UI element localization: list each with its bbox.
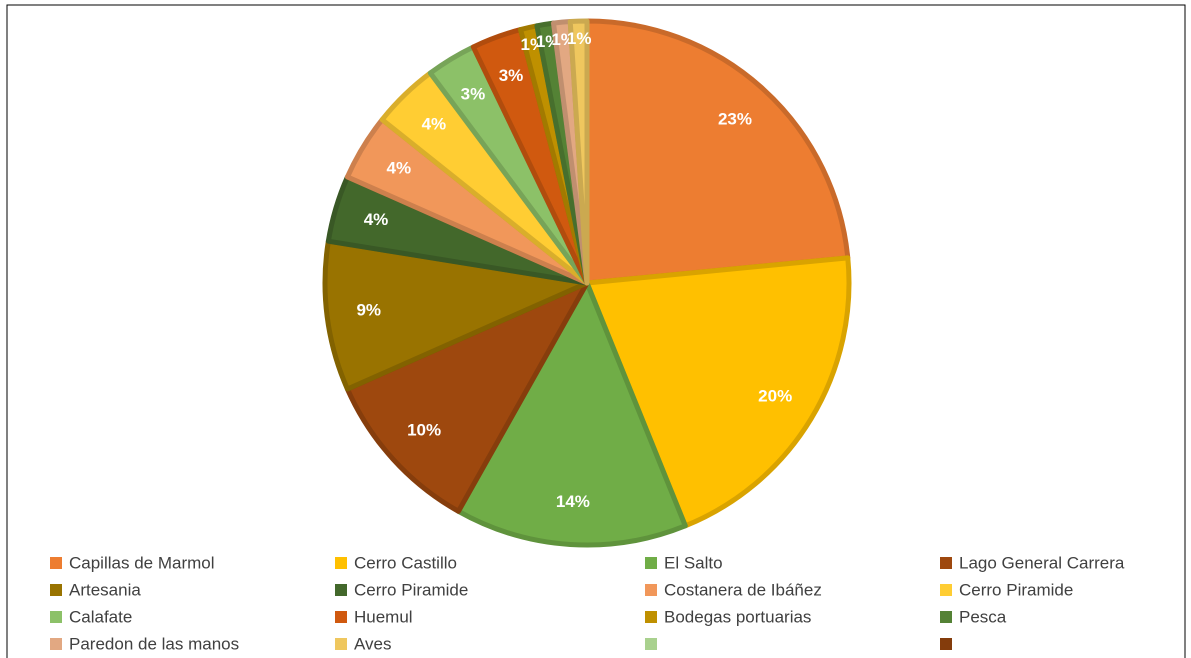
data-label: 3% [499, 66, 524, 85]
legend-label: Pesca [959, 607, 1007, 626]
legend-swatch [335, 611, 347, 623]
legend-swatch [940, 584, 952, 596]
legend-label: Artesania [69, 580, 141, 599]
legend-swatch [645, 584, 657, 596]
legend-swatch [645, 611, 657, 623]
legend-label: El Salto [664, 553, 723, 572]
legend-label: Bodegas portuarias [664, 607, 811, 626]
pie-slice [567, 18, 590, 286]
pie-slice [322, 238, 590, 392]
data-label: 4% [422, 114, 447, 133]
legend-label: Huemul [354, 607, 413, 626]
legend-swatch [940, 557, 952, 569]
pie-slice [584, 18, 851, 286]
data-label: 1% [567, 29, 592, 48]
legend-label: Cerro Piramide [959, 580, 1073, 599]
legend-swatch [50, 638, 62, 650]
legend-swatch [940, 638, 952, 650]
data-label: 23% [718, 110, 752, 129]
legend-label: Paredon de las manos [69, 634, 239, 653]
legend-label: Aves [354, 634, 392, 653]
legend-swatch [645, 638, 657, 650]
legend-label: Costanera de Ibáñez [664, 580, 822, 599]
legend-swatch [645, 557, 657, 569]
legend-swatch [335, 557, 347, 569]
data-label: 20% [758, 387, 792, 406]
legend-swatch [50, 611, 62, 623]
data-label: 3% [461, 84, 486, 103]
legend-label: Calafate [69, 607, 132, 626]
data-label: 4% [387, 158, 412, 177]
data-label: 10% [407, 420, 441, 439]
pie-slice [344, 280, 590, 514]
legend-swatch [335, 638, 347, 650]
legend-swatch [50, 557, 62, 569]
pie-slice [455, 280, 688, 548]
legend-label: Cerro Piramide [354, 580, 468, 599]
data-label: 9% [356, 301, 381, 320]
data-label: 4% [364, 210, 389, 229]
legend-label: Lago General Carrera [959, 553, 1125, 572]
pie-slice [584, 255, 852, 529]
legend-swatch [335, 584, 347, 596]
legend-label: Cerro Castillo [354, 553, 457, 572]
legend-swatch [50, 584, 62, 596]
legend-label: Capillas de Marmol [69, 553, 215, 572]
data-label: 14% [556, 492, 590, 511]
legend-swatch [940, 611, 952, 623]
